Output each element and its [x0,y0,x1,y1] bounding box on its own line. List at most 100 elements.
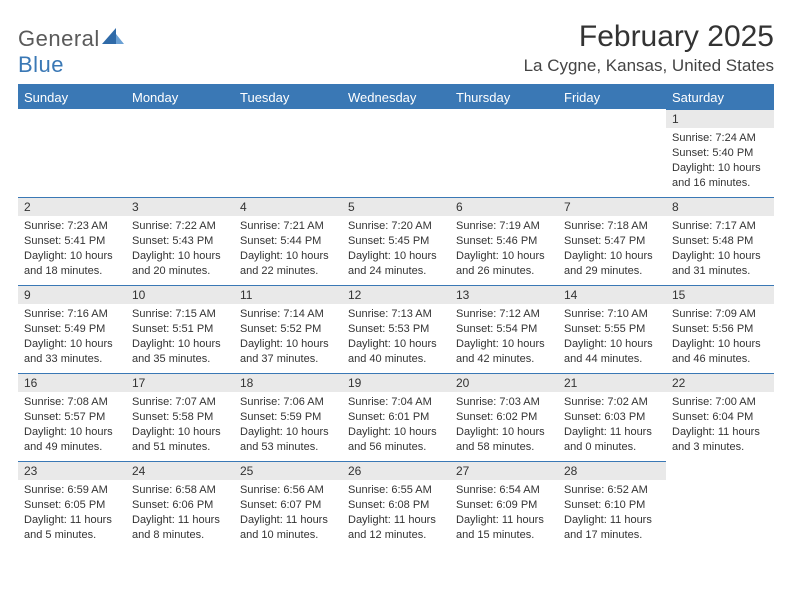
sunset-text: Sunset: 5:46 PM [456,234,552,249]
calendar-day-cell [234,109,342,197]
calendar-week-row: 16Sunrise: 7:08 AMSunset: 5:57 PMDayligh… [18,373,774,461]
day-number: 14 [558,285,666,304]
day-body: Sunrise: 6:54 AMSunset: 6:09 PMDaylight:… [450,480,558,546]
daylight-text: Daylight: 10 hours and 40 minutes. [348,337,444,367]
calendar-day-cell [126,109,234,197]
sunrise-text: Sunrise: 7:13 AM [348,307,444,322]
daylight-text: Daylight: 10 hours and 31 minutes. [672,249,768,279]
day-number: 11 [234,285,342,304]
sunset-text: Sunset: 5:56 PM [672,322,768,337]
sunset-text: Sunset: 5:41 PM [24,234,120,249]
daylight-text: Daylight: 10 hours and 56 minutes. [348,425,444,455]
day-body: Sunrise: 7:18 AMSunset: 5:47 PMDaylight:… [558,216,666,282]
sunrise-text: Sunrise: 7:23 AM [24,219,120,234]
calendar-day-cell [450,109,558,197]
sunset-text: Sunset: 5:47 PM [564,234,660,249]
day-body: Sunrise: 7:12 AMSunset: 5:54 PMDaylight:… [450,304,558,370]
calendar-body: 1Sunrise: 7:24 AMSunset: 5:40 PMDaylight… [18,109,774,549]
day-body: Sunrise: 7:02 AMSunset: 6:03 PMDaylight:… [558,392,666,458]
day-body: Sunrise: 6:52 AMSunset: 6:10 PMDaylight:… [558,480,666,546]
sunrise-text: Sunrise: 7:22 AM [132,219,228,234]
day-number: 19 [342,373,450,392]
calendar-day-cell: 28Sunrise: 6:52 AMSunset: 6:10 PMDayligh… [558,461,666,549]
day-number: 24 [126,461,234,480]
calendar-day-cell: 7Sunrise: 7:18 AMSunset: 5:47 PMDaylight… [558,197,666,285]
day-body: Sunrise: 7:19 AMSunset: 5:46 PMDaylight:… [450,216,558,282]
sunrise-text: Sunrise: 7:15 AM [132,307,228,322]
calendar-week-row: 9Sunrise: 7:16 AMSunset: 5:49 PMDaylight… [18,285,774,373]
daylight-text: Daylight: 10 hours and 53 minutes. [240,425,336,455]
sunset-text: Sunset: 6:09 PM [456,498,552,513]
calendar-day-cell: 3Sunrise: 7:22 AMSunset: 5:43 PMDaylight… [126,197,234,285]
day-number: 20 [450,373,558,392]
sunset-text: Sunset: 5:53 PM [348,322,444,337]
weekday-header-row: Sunday Monday Tuesday Wednesday Thursday… [18,86,774,109]
calendar-day-cell: 12Sunrise: 7:13 AMSunset: 5:53 PMDayligh… [342,285,450,373]
location-subtitle: La Cygne, Kansas, United States [524,56,774,76]
calendar-day-cell [666,461,774,549]
sunrise-text: Sunrise: 7:06 AM [240,395,336,410]
calendar-day-cell: 17 Sunrise: 7:07 AMSunset: 5:58 PMDayligh… [126,373,234,461]
day-number: 28 [558,461,666,480]
day-number: 26 [342,461,450,480]
calendar-day-cell: 13Sunrise: 7:12 AMSunset: 5:54 PMDayligh… [450,285,558,373]
sunset-text: Sunset: 6:10 PM [564,498,660,513]
calendar-day-cell: 21Sunrise: 7:02 AMSunset: 6:03 PMDayligh… [558,373,666,461]
sunrise-text: Sunrise: 7:09 AM [672,307,768,322]
weekday-header: Sunday [18,86,126,109]
daylight-text: Daylight: 10 hours and 51 minutes. [132,425,228,455]
calendar-day-cell: 1Sunrise: 7:24 AMSunset: 5:40 PMDaylight… [666,109,774,197]
calendar-day-cell: 9Sunrise: 7:16 AMSunset: 5:49 PMDaylight… [18,285,126,373]
weekday-header: Friday [558,86,666,109]
sunrise-text: Sunrise: 7:04 AM [348,395,444,410]
sunset-text: Sunset: 6:05 PM [24,498,120,513]
day-body: Sunrise: 7:22 AMSunset: 5:43 PMDaylight:… [126,216,234,282]
day-body: Sunrise: 7:14 AMSunset: 5:52 PMDaylight:… [234,304,342,370]
sunset-text: Sunset: 5:59 PM [240,410,336,425]
sunrise-text: Sunrise: 6:55 AM [348,483,444,498]
daylight-text: Daylight: 10 hours and 18 minutes. [24,249,120,279]
sunset-text: Sunset: 5:58 PM [132,410,228,425]
daylight-text: Daylight: 10 hours and 33 minutes. [24,337,120,367]
calendar-week-row: 2Sunrise: 7:23 AMSunset: 5:41 PMDaylight… [18,197,774,285]
day-number: 5 [342,197,450,216]
calendar-day-cell: 15Sunrise: 7:09 AMSunset: 5:56 PMDayligh… [666,285,774,373]
sunset-text: Sunset: 6:06 PM [132,498,228,513]
daylight-text: Daylight: 10 hours and 22 minutes. [240,249,336,279]
sunset-text: Sunset: 5:49 PM [24,322,120,337]
day-number: 16 [18,373,126,392]
day-number: 22 [666,373,774,392]
sunrise-text: Sunrise: 7:20 AM [348,219,444,234]
day-number: 1 [666,109,774,128]
sunset-text: Sunset: 6:02 PM [456,410,552,425]
day-body: Sunrise: 7:24 AMSunset: 5:40 PMDaylight:… [666,128,774,194]
sunset-text: Sunset: 5:52 PM [240,322,336,337]
day-number: 9 [18,285,126,304]
sunset-text: Sunset: 6:04 PM [672,410,768,425]
day-body: Sunrise: 7:09 AMSunset: 5:56 PMDaylight:… [666,304,774,370]
sunrise-text: Sunrise: 6:52 AM [564,483,660,498]
sunrise-text: Sunrise: 7:21 AM [240,219,336,234]
daylight-text: Daylight: 11 hours and 17 minutes. [564,513,660,543]
sunrise-text: Sunrise: 7:07 AM [132,395,228,410]
daylight-text: Daylight: 10 hours and 35 minutes. [132,337,228,367]
day-number: 2 [18,197,126,216]
weekday-header: Wednesday [342,86,450,109]
day-body: Sunrise: 7:23 AMSunset: 5:41 PMDaylight:… [18,216,126,282]
sail-icon [102,28,124,51]
sunset-text: Sunset: 5:48 PM [672,234,768,249]
daylight-text: Daylight: 10 hours and 29 minutes. [564,249,660,279]
day-number: 18 [234,373,342,392]
calendar-day-cell: 2Sunrise: 7:23 AMSunset: 5:41 PMDaylight… [18,197,126,285]
day-number: 17 [126,373,234,392]
calendar-day-cell: 18 Sunrise: 7:06 AMSunset: 5:59 PMDayligh… [234,373,342,461]
daylight-text: Daylight: 11 hours and 0 minutes. [564,425,660,455]
sunrise-text: Sunrise: 6:58 AM [132,483,228,498]
day-number: 21 [558,373,666,392]
day-body: Sunrise: 7:21 AMSunset: 5:44 PMDaylight:… [234,216,342,282]
logo: General Blue [18,20,124,78]
sunset-text: Sunset: 5:45 PM [348,234,444,249]
daylight-text: Daylight: 11 hours and 8 minutes. [132,513,228,543]
calendar-day-cell: 11Sunrise: 7:14 AMSunset: 5:52 PMDayligh… [234,285,342,373]
calendar-day-cell: 26Sunrise: 6:55 AMSunset: 6:08 PMDayligh… [342,461,450,549]
